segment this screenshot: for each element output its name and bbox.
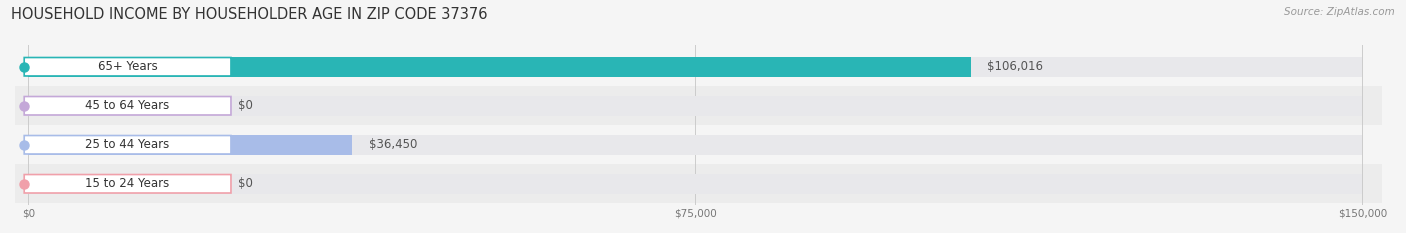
Text: HOUSEHOLD INCOME BY HOUSEHOLDER AGE IN ZIP CODE 37376: HOUSEHOLD INCOME BY HOUSEHOLDER AGE IN Z… [11,7,488,22]
Text: 65+ Years: 65+ Years [97,60,157,73]
Bar [28,57,972,77]
Text: $36,450: $36,450 [368,138,416,151]
Text: $106,016: $106,016 [987,60,1043,73]
Bar [28,135,1362,155]
Bar [28,174,1362,194]
Bar [1,125,1406,164]
Bar [28,96,1362,116]
Bar [1,86,1406,125]
FancyBboxPatch shape [24,175,231,193]
Text: Source: ZipAtlas.com: Source: ZipAtlas.com [1284,7,1395,17]
Text: $0: $0 [238,99,253,112]
Bar [28,135,353,155]
Text: 15 to 24 Years: 15 to 24 Years [86,177,170,190]
FancyBboxPatch shape [24,136,231,154]
Bar [28,57,1362,77]
Bar [1,164,1406,203]
Text: $0: $0 [238,177,253,190]
Bar [1,47,1406,86]
FancyBboxPatch shape [24,58,231,76]
Text: 45 to 64 Years: 45 to 64 Years [86,99,170,112]
FancyBboxPatch shape [24,96,231,115]
Text: 25 to 44 Years: 25 to 44 Years [86,138,170,151]
